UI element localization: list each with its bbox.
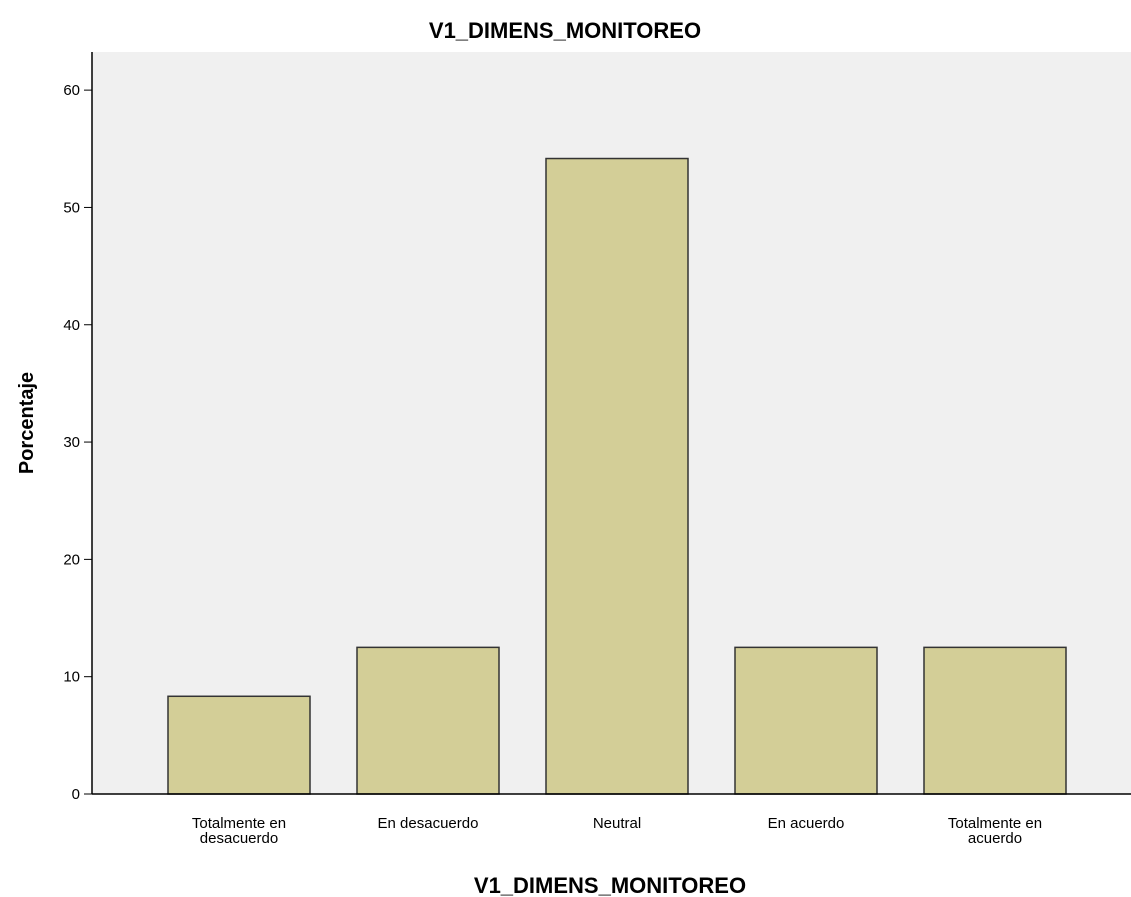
y-tick-label: 50 xyxy=(63,199,80,216)
chart-title: V1_DIMENS_MONITOREO xyxy=(429,18,701,43)
bar xyxy=(167,695,311,795)
bar xyxy=(545,157,689,795)
bar xyxy=(734,646,878,795)
y-tick-label: 60 xyxy=(63,82,80,99)
x-tick-label: Totalmente en acuerdo xyxy=(948,815,1042,847)
x-tick-label: Neutral xyxy=(593,815,641,832)
y-tick-label: 0 xyxy=(72,786,80,803)
x-tick-label: En acuerdo xyxy=(768,815,845,832)
y-tick-label: 30 xyxy=(63,434,80,451)
y-tick-label: 40 xyxy=(63,317,80,334)
x-tick-label: Totalmente en desacuerdo xyxy=(192,815,286,847)
y-tick-label: 10 xyxy=(63,669,80,686)
bar xyxy=(356,646,500,795)
x-axis-title: V1_DIMENS_MONITOREO xyxy=(474,873,746,897)
y-tick-label: 20 xyxy=(63,551,80,568)
y-axis-title: Porcentaje xyxy=(16,372,38,474)
x-tick-label: En desacuerdo xyxy=(378,815,479,832)
bar xyxy=(923,646,1067,795)
